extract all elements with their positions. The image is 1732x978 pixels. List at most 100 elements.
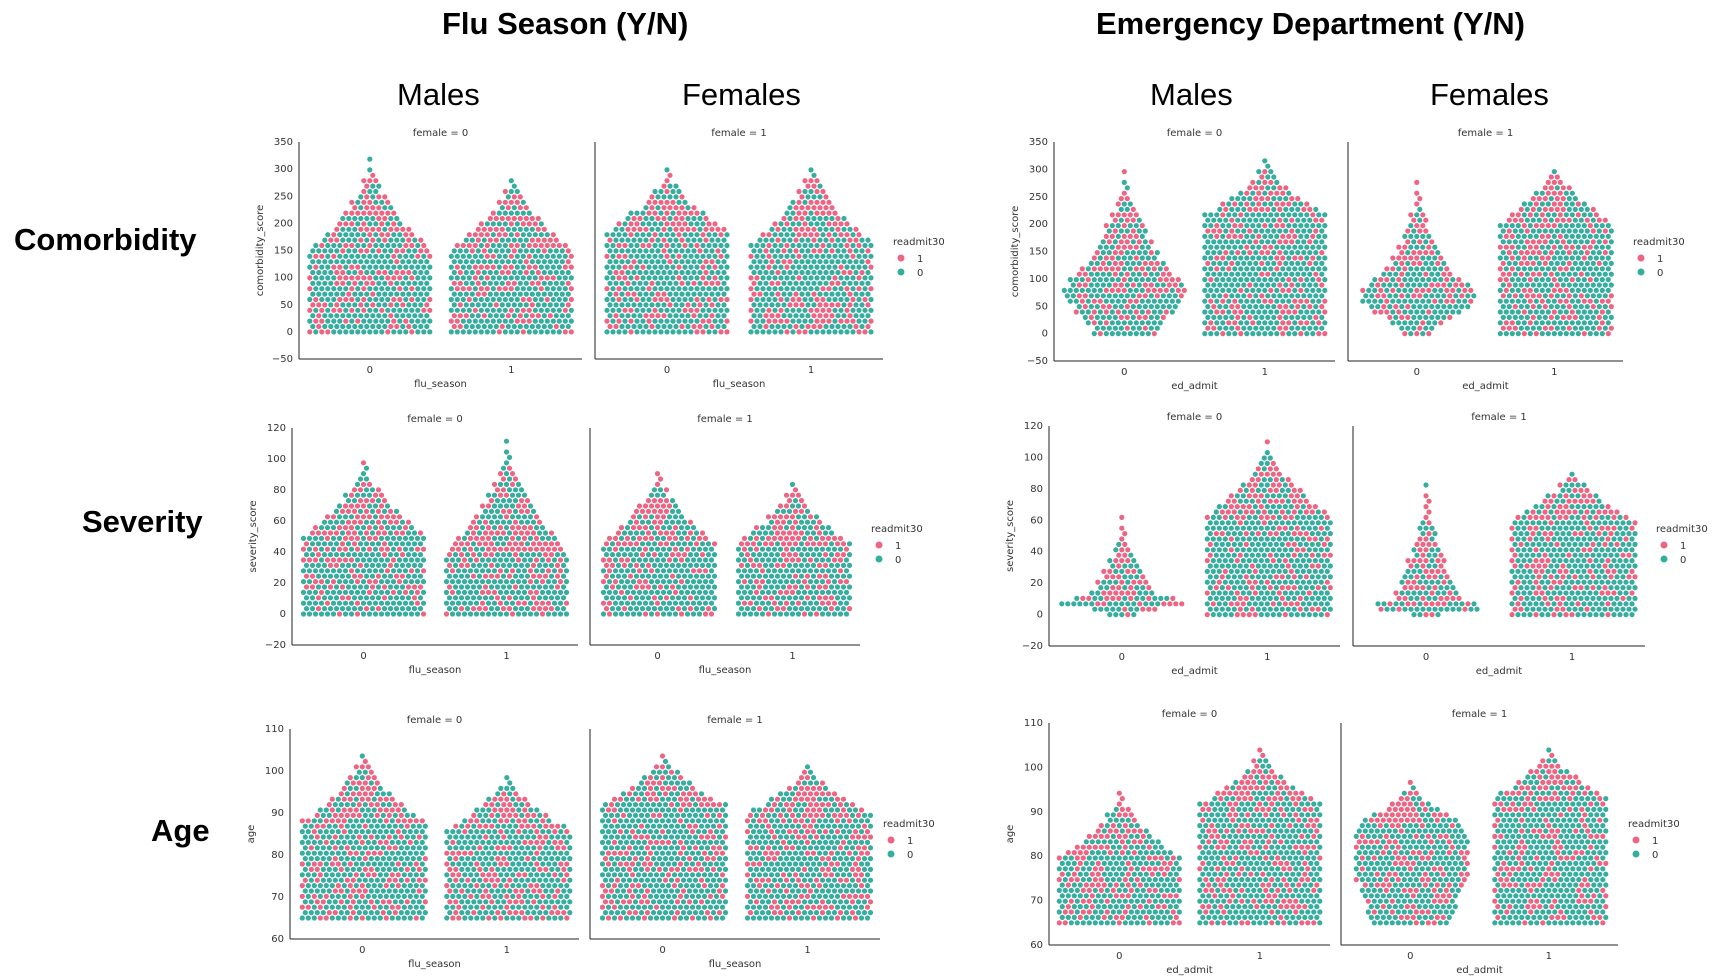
swarm-point bbox=[1097, 244, 1103, 250]
swarm-point bbox=[568, 329, 574, 335]
swarm-point bbox=[790, 286, 796, 292]
comorbidity-row-heading: Comorbidity bbox=[14, 222, 197, 257]
swarm-point bbox=[346, 302, 352, 308]
swarm-point bbox=[1136, 304, 1142, 310]
swarm-point bbox=[523, 215, 529, 222]
swarm-point bbox=[1560, 304, 1566, 310]
swarm-point bbox=[640, 329, 646, 335]
swarm-point bbox=[1148, 325, 1154, 331]
swarm-point bbox=[306, 557, 313, 563]
swarm-point bbox=[1429, 282, 1435, 288]
swarm-point bbox=[1512, 293, 1518, 299]
swarm-point bbox=[1103, 320, 1109, 326]
swarm-point bbox=[473, 525, 480, 531]
swarm-point bbox=[454, 318, 460, 324]
swarm-point bbox=[693, 584, 700, 590]
swarm-point bbox=[472, 329, 478, 335]
swarm-point bbox=[550, 275, 556, 281]
swarm-point bbox=[1503, 309, 1509, 315]
x-axis-label: ed_admit bbox=[1171, 381, 1217, 392]
swarm-point bbox=[706, 253, 712, 259]
swarm-point bbox=[484, 307, 490, 313]
legend-title: readmit30 bbox=[1633, 237, 1685, 248]
swarm-point bbox=[835, 269, 841, 276]
swarm-point bbox=[397, 221, 403, 227]
swarm-point bbox=[1602, 282, 1608, 288]
swarm-point bbox=[1423, 314, 1429, 320]
swarm-point bbox=[711, 562, 718, 569]
swarm-point bbox=[1512, 228, 1518, 234]
swarm-point bbox=[557, 557, 564, 563]
swarm-point bbox=[369, 508, 376, 514]
swarm-point bbox=[411, 595, 418, 601]
swarm-point bbox=[1307, 217, 1313, 223]
swarm-point bbox=[1420, 223, 1426, 229]
swarm-point bbox=[1244, 212, 1250, 218]
swarm-point bbox=[1280, 320, 1286, 326]
swarm-point bbox=[753, 611, 760, 617]
swarm-point bbox=[1521, 309, 1527, 315]
swarm-point bbox=[529, 215, 535, 222]
swarm-point bbox=[1503, 287, 1509, 293]
y-tick-label: 0 bbox=[1042, 329, 1048, 340]
swarm-point bbox=[624, 611, 631, 617]
swarm-point bbox=[1070, 293, 1076, 299]
swarm-point bbox=[715, 313, 721, 319]
swarm-point bbox=[339, 595, 346, 601]
swarm-point bbox=[703, 226, 709, 232]
swarm-point bbox=[1545, 179, 1551, 185]
swarm-point bbox=[448, 253, 454, 259]
swarm-point bbox=[1280, 212, 1286, 218]
swarm-point bbox=[491, 525, 498, 531]
swarm-point bbox=[826, 329, 832, 335]
swarm-point bbox=[303, 595, 310, 601]
swarm-point bbox=[790, 275, 796, 281]
swarm-point bbox=[612, 557, 619, 563]
swarm-point bbox=[687, 530, 694, 536]
swarm-point bbox=[520, 232, 526, 238]
swarm-point bbox=[772, 329, 778, 335]
swarm-point bbox=[1554, 271, 1560, 277]
swarm-point bbox=[664, 167, 670, 173]
swarm-point bbox=[1530, 239, 1536, 245]
swarm-point bbox=[532, 242, 538, 249]
swarm-point bbox=[1160, 304, 1166, 310]
x-axis-label: flu_season bbox=[713, 379, 766, 390]
swarm-point bbox=[636, 589, 643, 596]
swarm-point bbox=[750, 595, 757, 601]
swarm-point bbox=[616, 318, 622, 324]
swarm-point bbox=[1271, 271, 1277, 277]
swarm-point bbox=[333, 595, 340, 601]
swarm-point bbox=[1581, 309, 1587, 315]
swarm-point bbox=[778, 296, 784, 303]
swarm-point bbox=[1268, 201, 1274, 207]
swarm-point bbox=[735, 589, 742, 596]
swarm-point bbox=[1313, 228, 1319, 234]
swarm-point bbox=[718, 329, 724, 335]
swarm-point bbox=[771, 535, 778, 542]
swarm-point bbox=[421, 275, 427, 281]
swarm-point bbox=[676, 307, 682, 313]
swarm-point bbox=[1608, 304, 1614, 310]
swarm-point bbox=[808, 210, 814, 216]
swarm-point bbox=[700, 264, 706, 270]
y-tick-label: 150 bbox=[274, 246, 293, 257]
swarm-point bbox=[651, 530, 658, 536]
swarm-point bbox=[421, 329, 427, 335]
swarm-point bbox=[322, 302, 328, 308]
swarm-point bbox=[478, 242, 484, 249]
swarm-point bbox=[603, 562, 610, 569]
swarm-point bbox=[775, 259, 781, 265]
y-tick-label: −20 bbox=[265, 640, 286, 651]
swarm-point bbox=[503, 546, 510, 552]
swarm-point bbox=[828, 552, 835, 558]
swarm-point bbox=[1082, 282, 1088, 288]
swarm-point bbox=[1292, 320, 1298, 326]
swarm-point bbox=[379, 307, 385, 313]
swarm-point bbox=[768, 584, 775, 590]
swarm-point bbox=[772, 264, 778, 270]
swarm-point bbox=[1524, 325, 1530, 331]
swarm-point bbox=[1235, 293, 1241, 299]
swarm-point bbox=[1456, 309, 1462, 315]
swarm-point bbox=[509, 535, 516, 542]
